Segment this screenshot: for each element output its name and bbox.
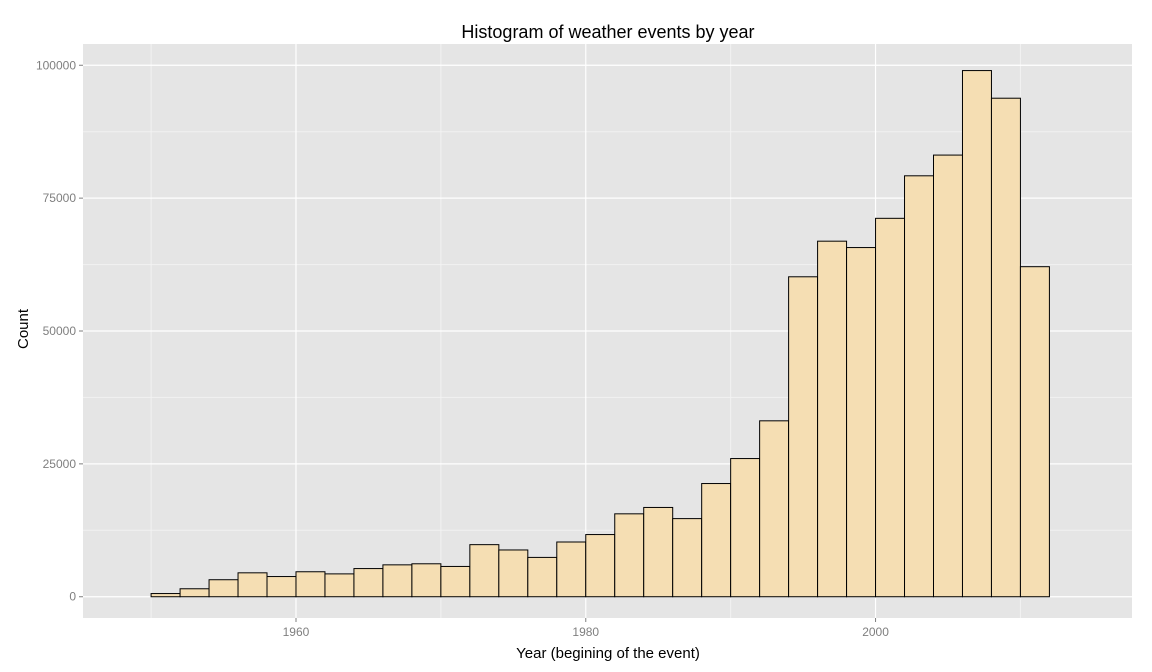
x-axis-ticks: 1960 1980 2000 [283, 618, 889, 639]
y-axis-ticks: 0 25000 50000 75000 100000 [36, 58, 83, 604]
y-tick-label: 0 [69, 590, 76, 604]
histogram-bar [556, 541, 587, 598]
histogram-bar [846, 247, 877, 598]
x-tick-label: 1960 [283, 625, 310, 639]
x-axis-title: Year (begining of the event) [516, 645, 700, 662]
x-tick-label: 2000 [862, 625, 889, 639]
histogram-bar [672, 518, 703, 598]
x-tick-label: 1980 [572, 625, 599, 639]
histogram-bar [788, 276, 819, 598]
histogram-bar [730, 458, 761, 598]
y-tick-label: 75000 [43, 191, 77, 205]
y-tick-label: 100000 [36, 58, 76, 72]
y-tick-label: 50000 [43, 324, 77, 338]
histogram-bar [643, 506, 674, 598]
histogram-bar [440, 565, 471, 598]
y-axis-title: Count [15, 308, 32, 349]
histogram-bar [469, 544, 500, 598]
histogram-bar [353, 568, 384, 598]
histogram-bar [295, 571, 326, 598]
histogram-bar [208, 579, 239, 598]
histogram-bar [614, 513, 645, 598]
histogram-bar [498, 549, 529, 598]
y-tick-label: 25000 [43, 457, 77, 471]
histogram-bar [1019, 266, 1050, 598]
histogram-bar [875, 217, 906, 598]
histogram-bar [933, 154, 963, 598]
histogram-bar [585, 534, 616, 598]
histogram-bar [411, 563, 442, 598]
histogram-bar [904, 175, 935, 598]
histogram-bars [150, 70, 1050, 598]
histogram-bar [150, 593, 181, 598]
histogram-bar [324, 573, 355, 598]
chart-title: Histogram of weather events by year [461, 22, 754, 42]
histogram-bar [266, 576, 297, 598]
histogram-bar [759, 420, 790, 598]
histogram-bar [237, 572, 268, 598]
histogram-bar [990, 97, 1021, 598]
histogram-bar [382, 564, 413, 598]
histogram-bar [961, 70, 992, 598]
histogram-bar [817, 240, 848, 598]
histogram-bar [527, 556, 558, 598]
histogram-bar [179, 588, 210, 598]
histogram-bar [701, 483, 732, 598]
